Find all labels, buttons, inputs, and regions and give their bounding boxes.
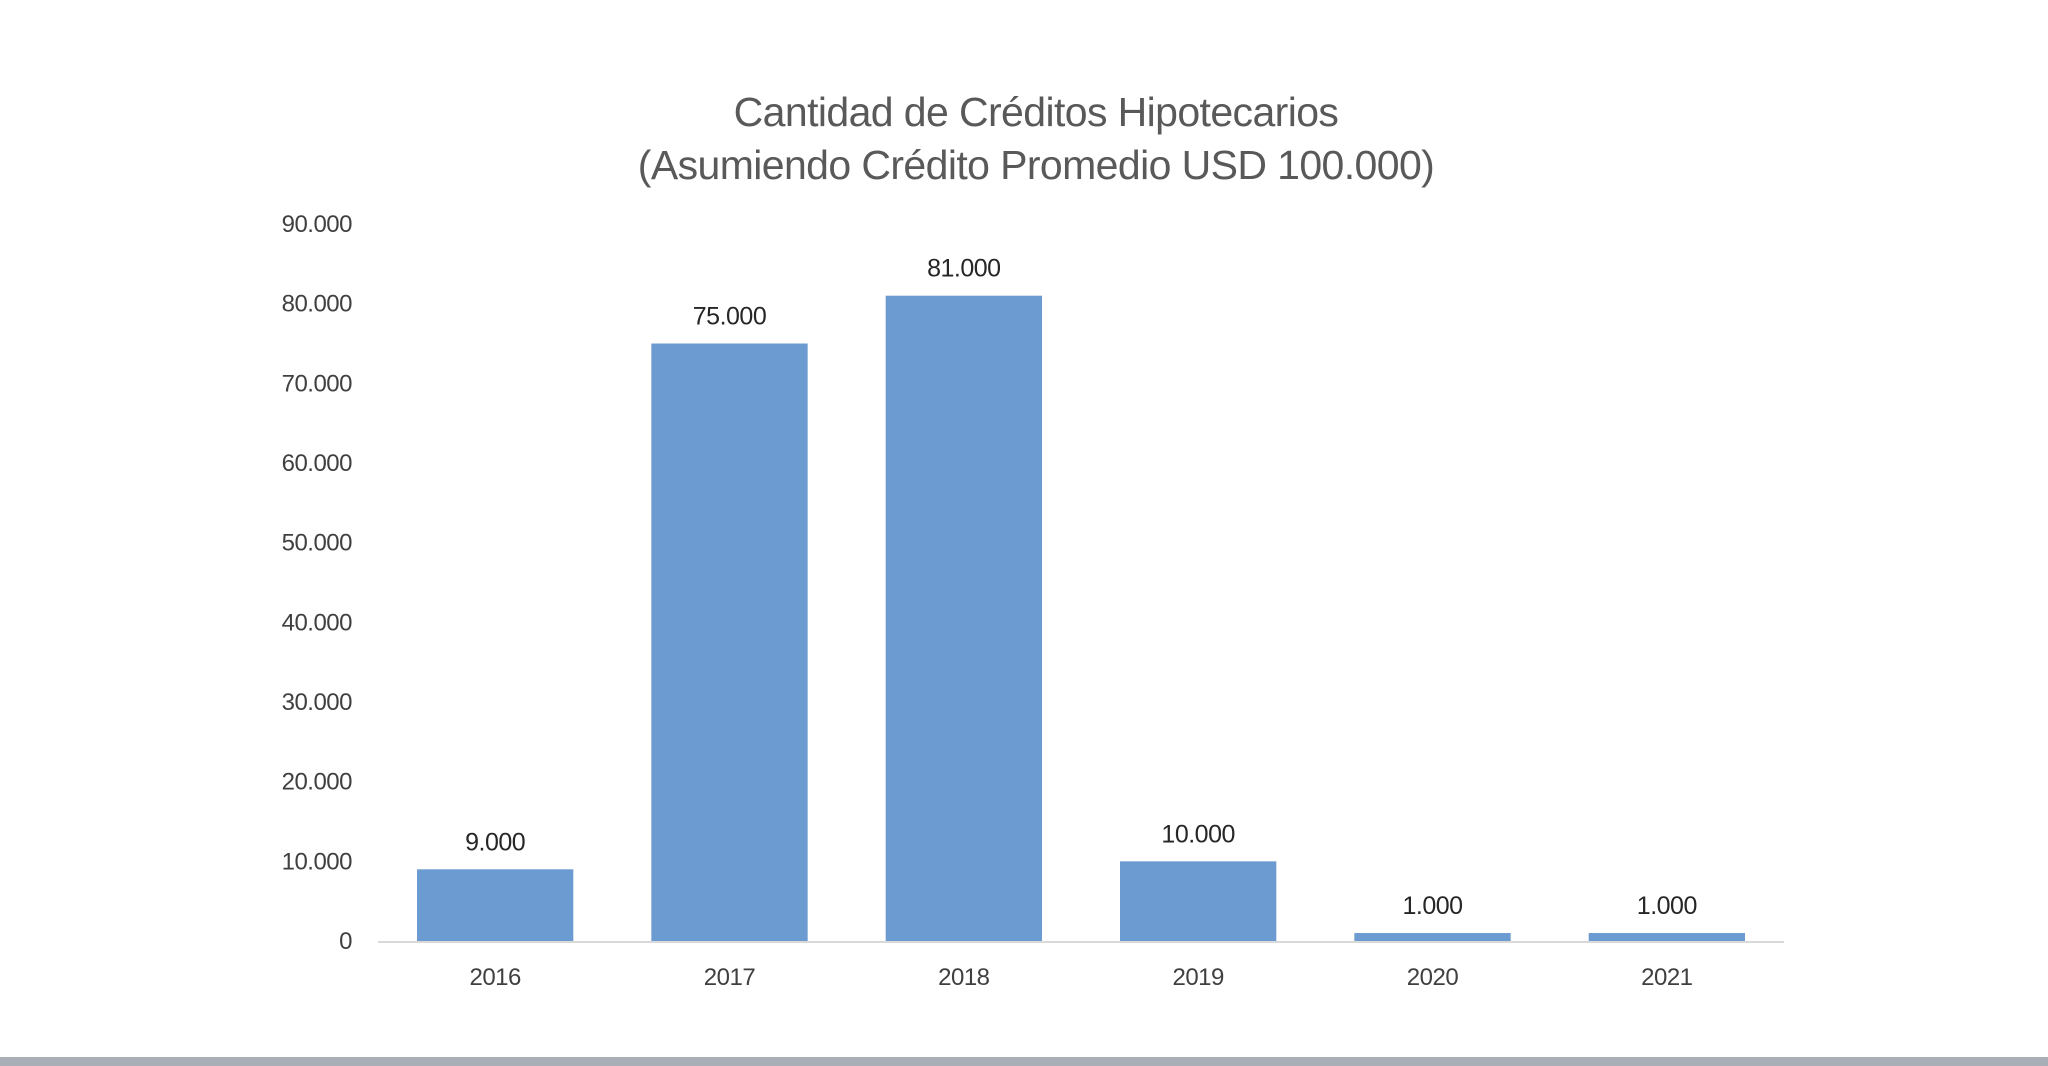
bar-2016 (417, 869, 574, 941)
y-tick-label: 60.000 (282, 450, 353, 477)
data-label: 9.000 (465, 828, 525, 856)
y-tick-label: 30.000 (282, 689, 353, 716)
chart-subtitle: (Asumiendo Crédito Promedio USD 100.000) (638, 142, 1434, 188)
bar-2017 (651, 343, 808, 941)
data-label: 75.000 (693, 303, 766, 331)
x-tick-label: 2016 (469, 964, 521, 991)
y-tick-label: 40.000 (282, 609, 353, 636)
x-tick-label: 2020 (1407, 964, 1459, 991)
x-tick-label: 2017 (704, 964, 756, 991)
data-label: 81.000 (927, 255, 1000, 283)
y-axis: 0 10.000 20.000 30.000 40.000 50.000 60.000 70.… (282, 211, 353, 955)
bottom-divider-bar (0, 1057, 2048, 1066)
y-tick-label: 70.000 (282, 370, 353, 397)
data-label: 10.000 (1161, 820, 1234, 848)
chart-title: Cantidad de Créditos Hipotecarios (734, 89, 1339, 135)
bar-2019 (1120, 861, 1277, 941)
y-tick-label: 20.000 (282, 769, 353, 796)
x-axis: 2016 2017 2018 2019 2020 2021 (378, 941, 1784, 991)
x-tick-label: 2019 (1172, 964, 1224, 991)
x-tick-label: 2018 (938, 964, 990, 991)
y-tick-label: 50.000 (282, 530, 353, 557)
y-tick-label: 90.000 (282, 211, 353, 238)
data-label: 1.000 (1637, 892, 1697, 920)
data-labels: 9.000 75.000 81.000 10.000 1.000 1.000 (465, 255, 1697, 920)
bar-2020 (1354, 933, 1511, 941)
y-tick-label: 80.000 (282, 291, 353, 318)
data-label: 1.000 (1402, 892, 1462, 920)
bar-2021 (1588, 933, 1745, 941)
y-tick-label: 10.000 (282, 848, 353, 875)
y-tick-label: 0 (339, 928, 352, 955)
bar-2018 (885, 295, 1042, 941)
x-tick-label: 2021 (1641, 964, 1693, 991)
bar-series (417, 295, 1745, 941)
